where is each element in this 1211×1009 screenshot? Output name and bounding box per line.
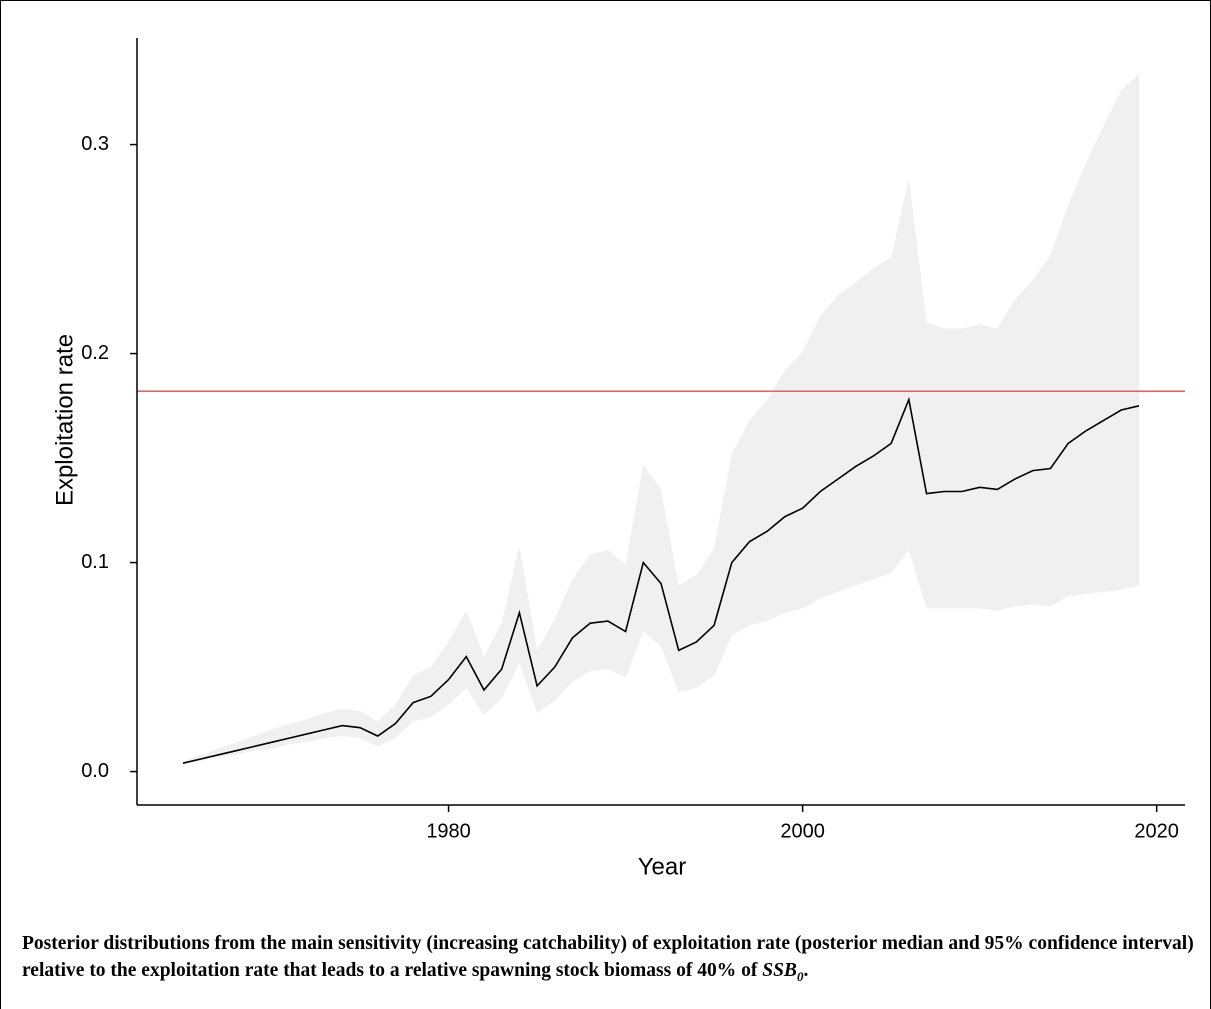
x-axis-title: Year — [638, 853, 687, 880]
y-axis-title: Exploitation rate — [51, 334, 78, 506]
y-tick-label: 0.0 — [81, 760, 109, 782]
confidence-band — [183, 73, 1139, 764]
median-line — [182, 396, 1140, 764]
caption-symbol-text: SSB — [762, 960, 797, 981]
caption-text: Posterior distributions from the main se… — [22, 933, 1194, 981]
y-tick-label: 0.3 — [81, 133, 109, 155]
caption-subscript: 0 — [796, 968, 804, 984]
chart: Year Exploitation rate 0.0 0.1 0.2 0.3 1980 2… — [51, 38, 1185, 880]
y-tick-label: 0.2 — [81, 342, 109, 364]
x-tick-label: 2000 — [780, 820, 825, 842]
y-tick-label: 0.1 — [81, 551, 109, 573]
caption-symbol: SSB0 — [762, 960, 804, 984]
x-tick-label: 2020 — [1134, 820, 1179, 842]
x-tick-label: 1980 — [426, 820, 471, 842]
figure-caption: Posterior distributions from the main se… — [22, 930, 1202, 990]
caption-end: . — [803, 960, 809, 981]
